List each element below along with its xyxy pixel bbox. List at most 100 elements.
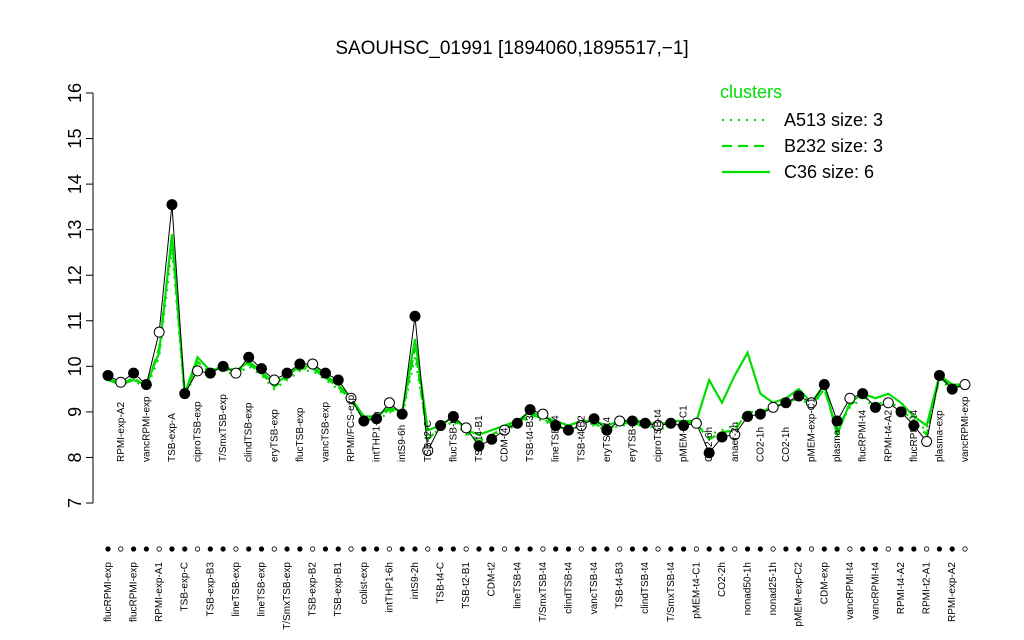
y-tick-label: 9 [65, 407, 85, 417]
sample-dot [949, 546, 955, 552]
point [588, 413, 600, 425]
point [921, 436, 933, 447]
legend-label: B232 size: 3 [784, 136, 883, 156]
x-tick-label: eryTSB-t4 [627, 417, 638, 462]
point [703, 447, 715, 459]
sample-dot [348, 546, 354, 552]
sample-dot [898, 546, 904, 552]
x-tick-label: TSB-t2-B1 [461, 562, 472, 609]
x-tick-label: lineTSB-exp [231, 562, 242, 617]
x-tick-label: flucRPMI-t4 [858, 409, 869, 462]
sample-dot [885, 546, 891, 552]
point [409, 310, 421, 322]
point [806, 397, 818, 409]
sample-dot [450, 546, 456, 552]
point [933, 369, 945, 381]
sample-dot [105, 546, 111, 552]
sample-dot [732, 546, 738, 552]
x-tick-label: vancRPMI-exp [960, 396, 971, 462]
x-tick-label: ciproTSB-t4 [653, 409, 664, 462]
point [959, 379, 971, 391]
point [204, 367, 216, 379]
sample-dot [501, 546, 508, 552]
point [882, 397, 894, 409]
sample-dot [821, 546, 827, 552]
x-tick-label: RPMI-exp-A2 [947, 562, 958, 622]
sample-dot [604, 546, 610, 552]
point [230, 367, 242, 379]
point [128, 367, 140, 379]
x-tick-label: T/SmxTSB-t4 [538, 562, 549, 622]
y-tick-label: 14 [65, 174, 85, 194]
sample-dot [335, 546, 341, 552]
x-tick-label: CO2-6h [704, 427, 715, 462]
cluster-line [107, 234, 965, 439]
chart-title: SAOUHSC_01991 [1894060,1895517,−1] [335, 38, 688, 59]
x-tick-label: pMEM-exp-C1 [807, 397, 818, 462]
x-tick-label: vancTSB-t4 [589, 562, 600, 615]
point [499, 424, 511, 436]
x-tick-label: eryTSB-t4 [602, 417, 613, 462]
sample-dot [361, 546, 367, 552]
sample-dot [680, 546, 687, 552]
sample-dot [374, 546, 380, 552]
y-tick-label: 13 [65, 220, 85, 240]
sample-dot [911, 546, 917, 552]
sample-dot [220, 546, 226, 552]
legend-title: clusters [720, 82, 782, 102]
point [754, 408, 766, 420]
x-tick-label: TSB-t4-B2 [576, 415, 587, 462]
point [537, 408, 549, 420]
sample-dot [936, 546, 943, 552]
x-tick-label: pMEM-t4-C1 [691, 562, 702, 619]
x-tick-label: TSB-t4-C [436, 562, 447, 604]
x-tick-label: intTHP1-6h [384, 562, 395, 613]
point [192, 365, 204, 377]
x-tick-label: CO2-2h [717, 562, 728, 597]
x-tick-label: CO2-1h [781, 427, 792, 462]
x-tick-label: lineTSB-exp [256, 562, 267, 617]
point [102, 369, 114, 381]
sample-dot [796, 546, 802, 552]
sample-dot [258, 546, 265, 552]
cluster-line [107, 247, 966, 441]
point [345, 392, 357, 404]
sample-dot [770, 546, 776, 552]
x-tick-label: T/SmxTSB-exp [282, 562, 293, 630]
point [486, 433, 498, 445]
point [550, 420, 562, 432]
x-tick-label: vancRPMI-t4 [845, 562, 856, 620]
x-tick-label: T/SmxTSB-t4 [666, 562, 677, 622]
sample-dot [514, 546, 520, 552]
x-tick-label: ciproTSB-exp [193, 401, 204, 462]
y-tick-label: 15 [65, 129, 85, 149]
point [524, 404, 536, 416]
point [869, 401, 881, 413]
sample-dot [655, 546, 661, 552]
point [716, 431, 728, 443]
x-tick-label: RPMI-exp-A2 [116, 402, 127, 462]
sample-dot [284, 546, 290, 552]
point [844, 392, 856, 404]
cluster-line [107, 238, 966, 443]
point [831, 415, 843, 427]
sample-dot [808, 546, 815, 552]
sample-dot [527, 546, 533, 552]
y-tick-label: 10 [65, 356, 85, 376]
point [217, 360, 229, 372]
x-tick-label: RPMI-t2-A1 [922, 562, 933, 615]
point [652, 420, 664, 432]
sample-dot [310, 546, 316, 552]
point [895, 406, 907, 418]
point [460, 422, 472, 434]
sample-dot [399, 546, 405, 552]
legend-label: A513 size: 3 [784, 110, 883, 130]
sample-dot [143, 546, 149, 552]
point [639, 417, 651, 429]
point [729, 429, 741, 441]
x-tick-label: colist-exp [359, 562, 370, 605]
x-tick-label: flucTSB-t4 [448, 415, 459, 462]
point [268, 374, 280, 386]
x-tick-label: T/SmxTSB-exp [218, 394, 229, 462]
x-tick-label: eryTSB-exp [269, 409, 280, 462]
